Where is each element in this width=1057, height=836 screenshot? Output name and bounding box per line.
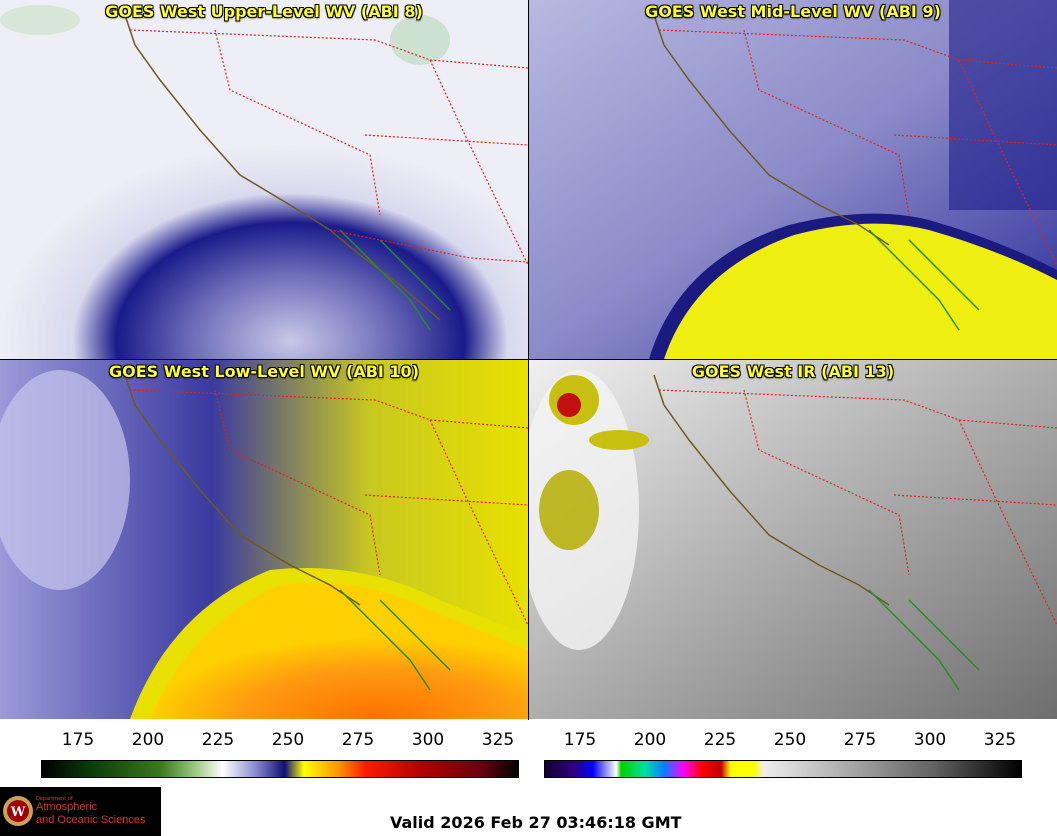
ir-image: [529, 360, 1057, 719]
panel-title: GOES West Mid-Level WV (ABI 9): [645, 2, 941, 21]
upper-level-wv-panel: GOES West Upper-Level WV (ABI 8): [0, 0, 528, 359]
wv-tick-label: 250: [271, 730, 305, 750]
panel-title: GOES West Upper-Level WV (ABI 8): [105, 2, 423, 21]
valid-time: Valid 2026 Feb 27 03:46:18 GMT: [390, 813, 682, 832]
low-level-wv-panel: GOES West Low-Level WV (ABI 10): [0, 360, 528, 719]
ir-colorbar-gradient: [544, 760, 1022, 778]
wv-colorbar-gradient: [41, 760, 519, 778]
logo-line1: Atmospheric: [36, 801, 98, 813]
seal-letter: W: [10, 805, 26, 820]
ir-panel: GOES West IR (ABI 13): [529, 360, 1057, 719]
ir-tick-label: 200: [633, 730, 667, 750]
wv-colorbar-ticks: 175 200 225 250 275 300 325: [41, 730, 519, 752]
ir-tick-label: 325: [983, 730, 1017, 750]
mid-level-wv-panel: GOES West Mid-Level WV (ABI 9): [529, 0, 1057, 359]
ir-tick-label: 275: [843, 730, 877, 750]
wv-tick-label: 200: [131, 730, 165, 750]
panel-divider-horizontal: [0, 359, 1057, 360]
ir-tick-label: 225: [703, 730, 737, 750]
upper-level-wv-image: [0, 0, 528, 359]
ir-colorbar: 175 200 225 250 275 300 325: [544, 722, 1022, 782]
aos-logo: W Department of Atmospheric and Oceanic …: [0, 787, 161, 836]
wv-tick-label: 225: [201, 730, 235, 750]
wv-tick-label: 325: [481, 730, 515, 750]
mid-level-wv-image: [529, 0, 1057, 359]
low-level-wv-image: [0, 360, 528, 719]
ir-tick-label: 300: [913, 730, 947, 750]
wv-tick-label: 175: [61, 730, 95, 750]
panel-divider-vertical: [528, 0, 529, 720]
panel-title: GOES West IR (ABI 13): [691, 362, 895, 381]
logo-dept-text: Department of: [36, 796, 73, 802]
ir-tick-label: 175: [563, 730, 597, 750]
ir-tick-label: 250: [773, 730, 807, 750]
ir-colorbar-ticks: 175 200 225 250 275 300 325: [544, 730, 1022, 752]
logo-line2: and Oceanic Sciences: [36, 814, 146, 826]
uw-seal-icon: W: [3, 796, 33, 826]
panel-title: GOES West Low-Level WV (ABI 10): [108, 362, 419, 381]
wv-tick-label: 275: [341, 730, 375, 750]
wv-colorbar: 175 200 225 250 275 300 325: [41, 722, 519, 782]
wv-tick-label: 300: [411, 730, 445, 750]
